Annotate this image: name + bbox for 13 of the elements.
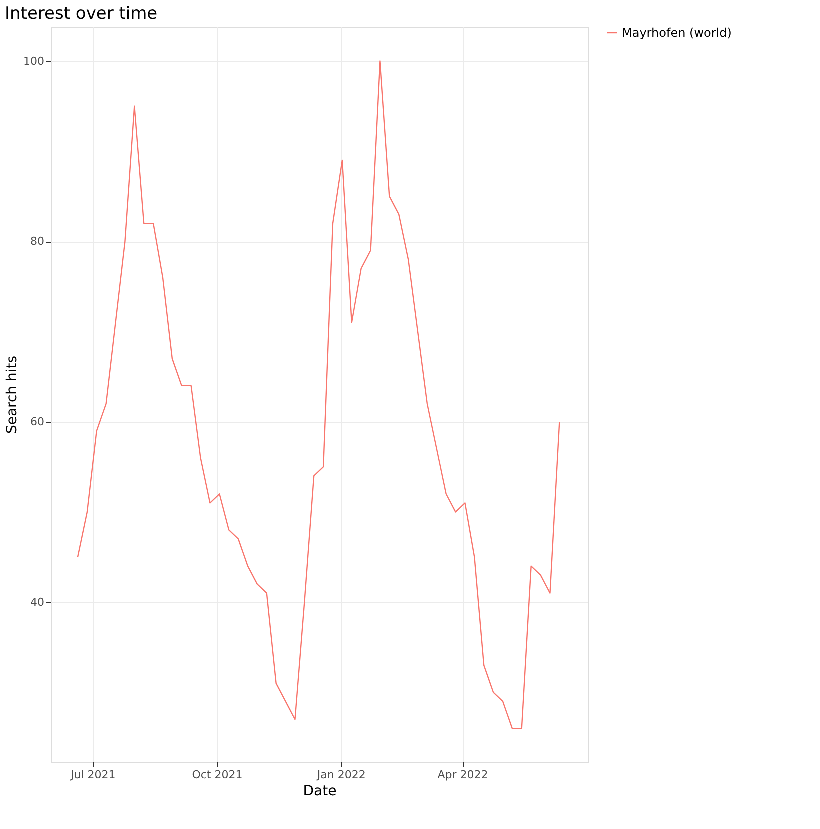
y-tick-label: 100 — [24, 54, 44, 68]
y-axis-title: Search hits — [4, 356, 21, 434]
x-tick-label: Jul 2021 — [70, 768, 116, 782]
y-tick-label: 40 — [30, 596, 44, 609]
y-tick-label: 80 — [30, 235, 44, 248]
x-tick-label: Jan 2022 — [316, 768, 366, 782]
y-tick-label: 60 — [30, 416, 44, 429]
line-series — [77, 60, 560, 730]
legend-label: Mayrhofen (world) — [622, 26, 732, 40]
chart-title: Interest over time — [5, 4, 158, 24]
x-tick-label: Oct 2021 — [192, 768, 243, 782]
x-axis-title: Date — [303, 784, 337, 800]
x-tick-label: Apr 2022 — [438, 768, 488, 782]
